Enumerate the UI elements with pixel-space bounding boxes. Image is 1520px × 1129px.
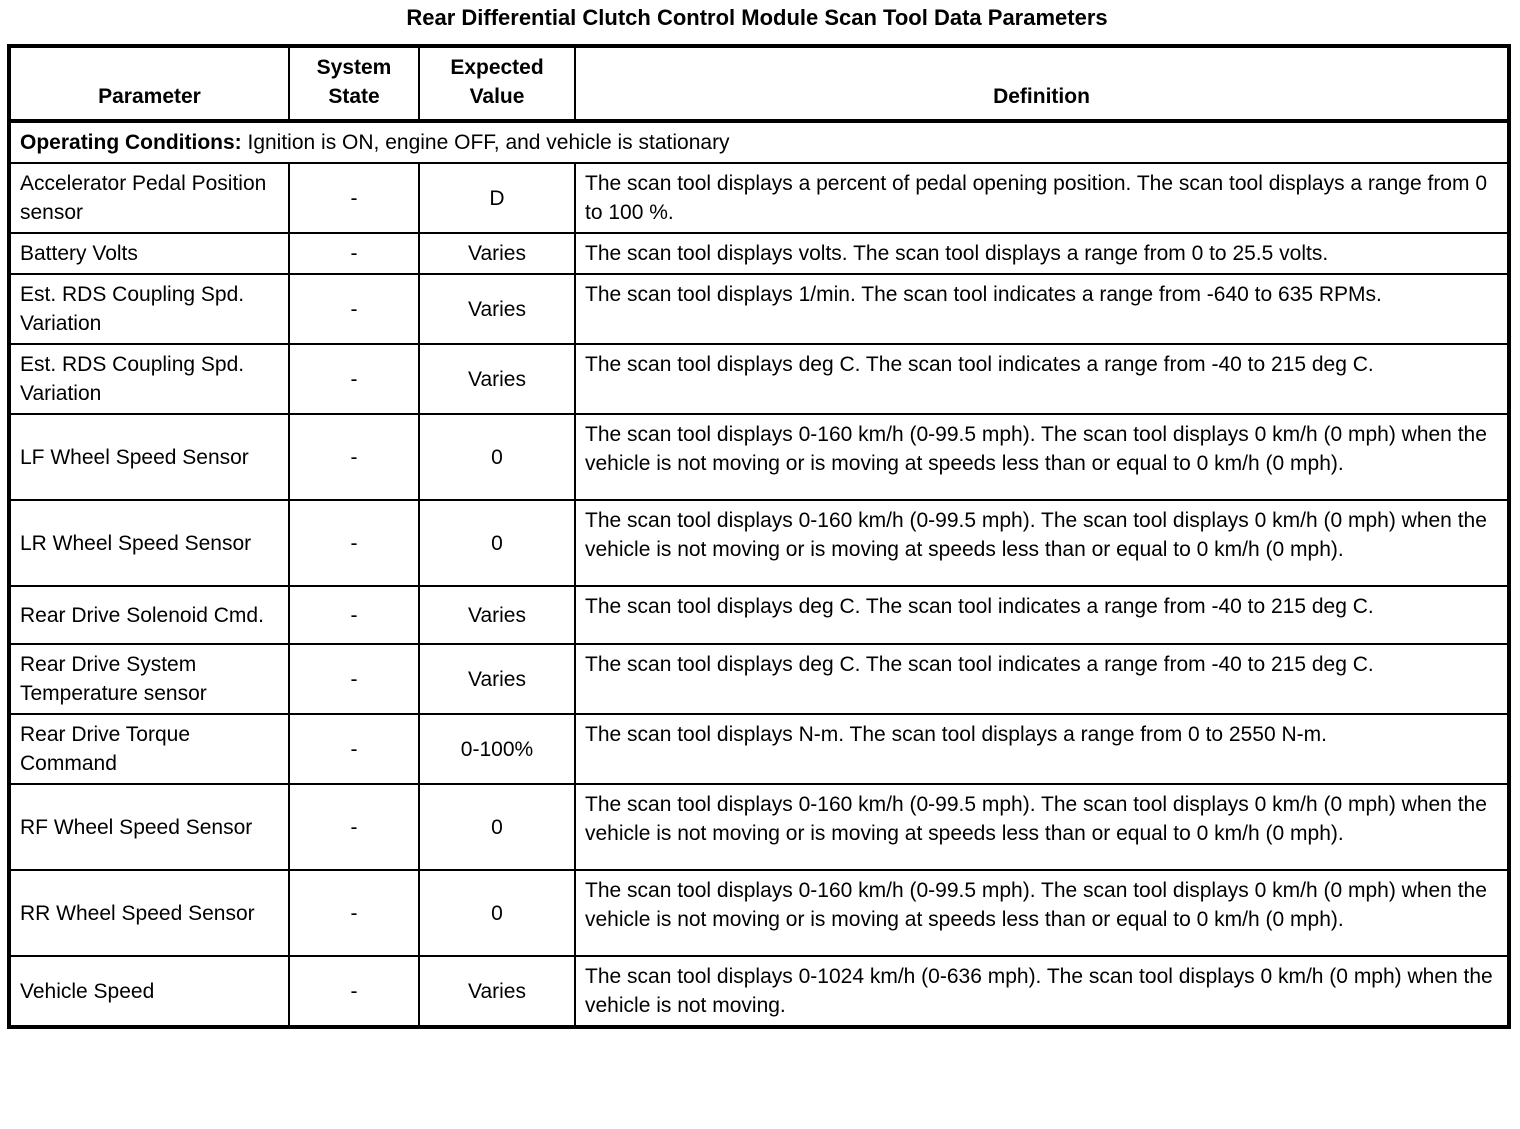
- system-state-cell: -: [288, 585, 420, 645]
- parameter-cell: Rear Drive System Temperature sensor: [8, 643, 290, 715]
- definition-cell: The scan tool displays deg C. The scan t…: [574, 585, 1510, 645]
- table-row: Rear Drive Torque Command - 0-100% The s…: [8, 713, 1510, 785]
- expected-value-cell: Varies: [418, 955, 576, 1028]
- system-state-cell: -: [288, 713, 420, 785]
- definition-cell: The scan tool displays 0-160 km/h (0-99.…: [574, 413, 1510, 501]
- parameter-cell: Est. RDS Coupling Spd. Variation: [8, 343, 290, 415]
- table-row: LR Wheel Speed Sensor - 0 The scan tool …: [8, 499, 1510, 587]
- col-header-expected-value: Expected Value: [418, 45, 576, 123]
- expected-value-cell: 0-100%: [418, 713, 576, 785]
- col-header-definition: Definition: [574, 45, 1510, 123]
- system-state-cell: -: [288, 343, 420, 415]
- table-row: Est. RDS Coupling Spd. Variation - Varie…: [8, 343, 1510, 415]
- definition-cell: The scan tool displays volts. The scan t…: [574, 232, 1510, 275]
- parameter-cell: Rear Drive Torque Command: [8, 713, 290, 785]
- expected-value-cell: Varies: [418, 273, 576, 345]
- system-state-cell: -: [288, 643, 420, 715]
- table-row: Vehicle Speed - Varies The scan tool dis…: [8, 955, 1510, 1028]
- expected-value-cell: 0: [418, 783, 576, 871]
- operating-conditions-label: Operating Conditions:: [20, 131, 242, 154]
- definition-cell: The scan tool displays deg C. The scan t…: [574, 643, 1510, 715]
- expected-value-cell: 0: [418, 869, 576, 957]
- header-row: Parameter System State Expected Value De…: [8, 45, 1510, 123]
- definition-cell: The scan tool displays 1/min. The scan t…: [574, 273, 1510, 345]
- scan-tool-parameters-table: Parameter System State Expected Value De…: [7, 44, 1511, 1029]
- definition-cell: The scan tool displays a percent of peda…: [574, 162, 1510, 234]
- table-row: Battery Volts - Varies The scan tool dis…: [8, 232, 1510, 275]
- table-row: Rear Drive System Temperature sensor - V…: [8, 643, 1510, 715]
- parameter-cell: Battery Volts: [8, 232, 290, 275]
- system-state-cell: -: [288, 232, 420, 275]
- expected-value-cell: D: [418, 162, 576, 234]
- definition-cell: The scan tool displays 0-1024 km/h (0-63…: [574, 955, 1510, 1028]
- parameter-cell: Accelerator Pedal Position sensor: [8, 162, 290, 234]
- table-row: RF Wheel Speed Sensor - 0 The scan tool …: [8, 783, 1510, 871]
- col-header-parameter: Parameter: [8, 45, 290, 123]
- definition-cell: The scan tool displays deg C. The scan t…: [574, 343, 1510, 415]
- parameter-cell: Vehicle Speed: [8, 955, 290, 1028]
- table-row: RR Wheel Speed Sensor - 0 The scan tool …: [8, 869, 1510, 957]
- expected-value-cell: Varies: [418, 585, 576, 645]
- table-row: Rear Drive Solenoid Cmd. - Varies The sc…: [8, 585, 1510, 645]
- system-state-cell: -: [288, 162, 420, 234]
- definition-cell: The scan tool displays 0-160 km/h (0-99.…: [574, 783, 1510, 871]
- expected-value-cell: 0: [418, 499, 576, 587]
- table-row: Accelerator Pedal Position sensor - D Th…: [8, 162, 1510, 234]
- definition-cell: The scan tool displays 0-160 km/h (0-99.…: [574, 869, 1510, 957]
- table-row: Est. RDS Coupling Spd. Variation - Varie…: [8, 273, 1510, 345]
- expected-value-cell: Varies: [418, 643, 576, 715]
- definition-cell: The scan tool displays 0-160 km/h (0-99.…: [574, 499, 1510, 587]
- system-state-cell: -: [288, 869, 420, 957]
- operating-conditions-row: Operating Conditions: Ignition is ON, en…: [8, 120, 1510, 164]
- operating-conditions-text: Ignition is ON, engine OFF, and vehicle …: [241, 131, 730, 154]
- expected-value-cell: Varies: [418, 343, 576, 415]
- expected-value-cell: Varies: [418, 232, 576, 275]
- system-state-cell: -: [288, 413, 420, 501]
- system-state-cell: -: [288, 955, 420, 1028]
- table-row: LF Wheel Speed Sensor - 0 The scan tool …: [8, 413, 1510, 501]
- page-title: Rear Differential Clutch Control Module …: [406, 5, 1108, 30]
- parameter-cell: RR Wheel Speed Sensor: [8, 869, 290, 957]
- parameter-cell: Rear Drive Solenoid Cmd.: [8, 585, 290, 645]
- expected-value-cell: 0: [418, 413, 576, 501]
- col-header-system-state: System State: [288, 45, 420, 123]
- system-state-cell: -: [288, 783, 420, 871]
- system-state-cell: -: [288, 273, 420, 345]
- parameter-cell: RF Wheel Speed Sensor: [8, 783, 290, 871]
- parameter-cell: LF Wheel Speed Sensor: [8, 413, 290, 501]
- definition-cell: The scan tool displays N-m. The scan too…: [574, 713, 1510, 785]
- parameter-cell: LR Wheel Speed Sensor: [8, 499, 290, 587]
- operating-conditions-cell: Operating Conditions: Ignition is ON, en…: [8, 120, 1510, 164]
- system-state-cell: -: [288, 499, 420, 587]
- parameter-cell: Est. RDS Coupling Spd. Variation: [8, 273, 290, 345]
